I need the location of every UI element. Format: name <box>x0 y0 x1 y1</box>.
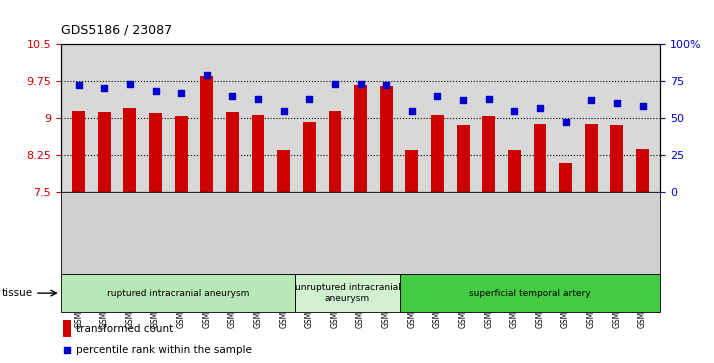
Bar <box>431 115 444 192</box>
Bar <box>303 122 316 192</box>
Point <box>252 96 263 102</box>
Bar <box>508 150 521 192</box>
Point <box>483 96 494 102</box>
Text: superficial temporal artery: superficial temporal artery <box>469 289 591 298</box>
Point <box>534 105 545 110</box>
Point <box>458 97 469 103</box>
Bar <box>328 111 341 192</box>
Bar <box>201 76 213 192</box>
Point <box>303 96 315 102</box>
Point <box>176 90 187 95</box>
Text: unruptured intracranial
aneurysm: unruptured intracranial aneurysm <box>295 284 401 303</box>
Bar <box>457 126 470 192</box>
FancyBboxPatch shape <box>61 274 296 312</box>
Bar <box>585 124 598 192</box>
Point <box>227 93 238 99</box>
Point <box>637 103 648 109</box>
Text: ruptured intracranial aneurysm: ruptured intracranial aneurysm <box>107 289 249 298</box>
Text: tissue: tissue <box>2 288 34 298</box>
Bar <box>483 117 495 192</box>
Point <box>201 72 213 78</box>
Point <box>355 81 366 87</box>
Point <box>73 82 84 88</box>
FancyBboxPatch shape <box>296 274 400 312</box>
Bar <box>380 86 393 192</box>
Bar <box>251 115 264 192</box>
Bar <box>559 163 572 192</box>
Bar <box>636 149 649 192</box>
Point <box>329 81 341 87</box>
Text: transformed count: transformed count <box>76 324 173 334</box>
Bar <box>277 150 290 192</box>
Point <box>406 107 418 113</box>
Point <box>611 100 623 106</box>
Bar <box>406 150 418 192</box>
Point <box>124 81 136 87</box>
Point <box>432 93 443 99</box>
Bar <box>175 117 188 192</box>
Bar <box>72 111 85 192</box>
Point <box>585 97 597 103</box>
Bar <box>98 112 111 192</box>
Point <box>150 88 161 94</box>
Text: GDS5186 / 23087: GDS5186 / 23087 <box>61 24 172 37</box>
Bar <box>124 108 136 192</box>
Bar <box>610 126 623 192</box>
Bar <box>226 112 238 192</box>
Point <box>99 85 110 91</box>
Point <box>508 107 520 113</box>
Text: percentile rank within the sample: percentile rank within the sample <box>76 345 251 355</box>
Bar <box>354 85 367 192</box>
Bar <box>63 320 71 337</box>
Point <box>560 119 571 125</box>
Point <box>381 82 392 88</box>
Bar <box>149 113 162 192</box>
FancyBboxPatch shape <box>400 274 660 312</box>
Bar <box>533 124 546 192</box>
Point <box>61 347 73 353</box>
Point <box>278 107 289 113</box>
